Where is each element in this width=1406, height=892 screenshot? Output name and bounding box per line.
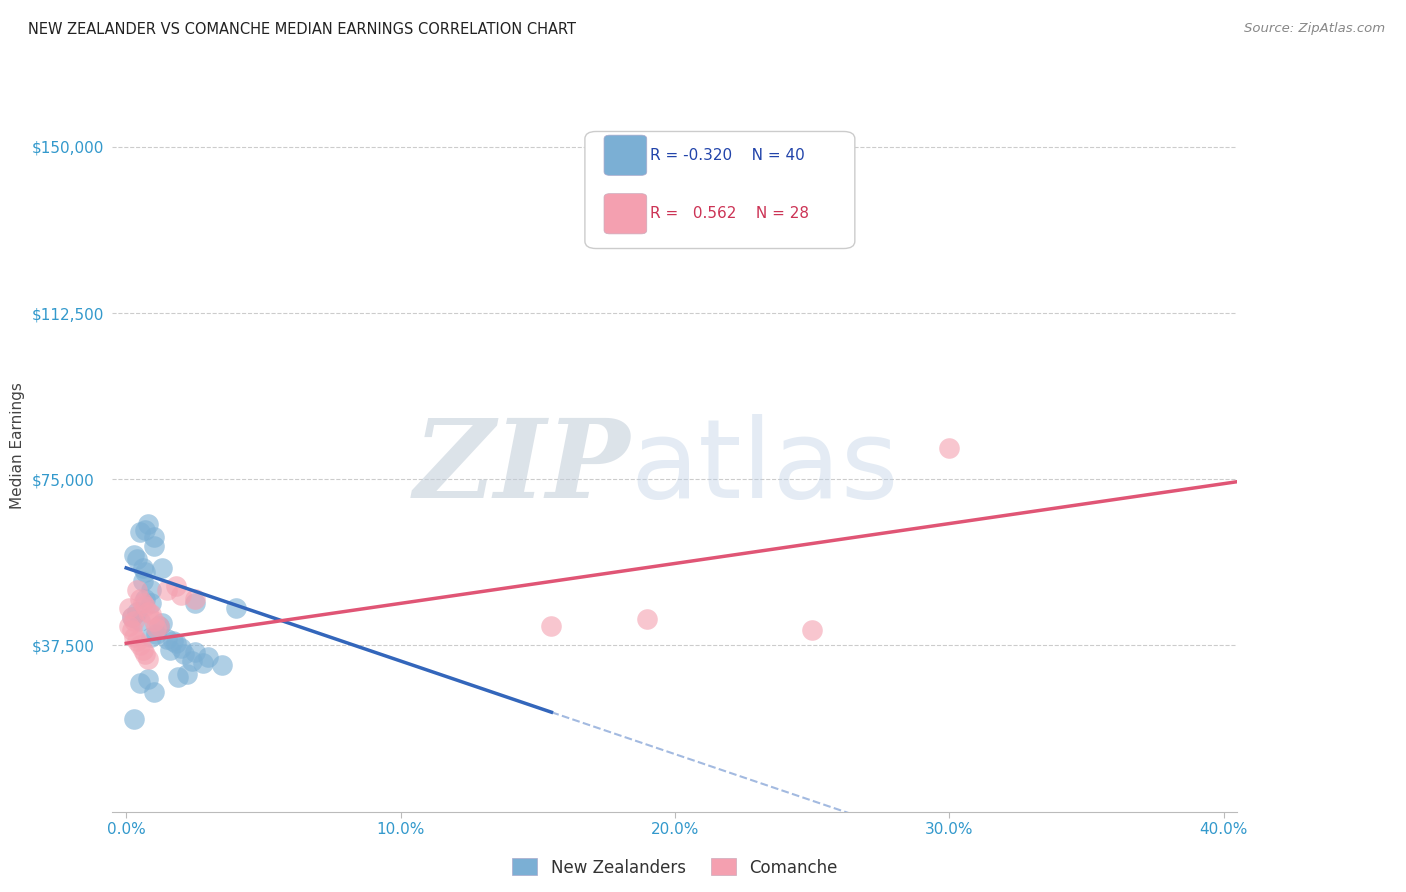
Point [801, 623, 824, 637]
Point [124, 712, 146, 726]
Point [156, 583, 179, 598]
Legend: New Zealanders, Comanche: New Zealanders, Comanche [512, 858, 838, 877]
Point [129, 591, 152, 606]
Point [127, 552, 149, 566]
Point [136, 672, 159, 686]
Point [129, 614, 152, 628]
Point [136, 652, 159, 666]
Point [156, 632, 179, 646]
Point [173, 648, 195, 662]
Point [127, 634, 149, 648]
Point [134, 523, 156, 537]
Point [176, 667, 198, 681]
Text: ZIP: ZIP [413, 414, 630, 522]
Point [127, 605, 149, 619]
Point [134, 566, 156, 580]
Point [142, 539, 165, 553]
Text: R = -0.320    N = 40: R = -0.320 N = 40 [650, 148, 804, 162]
Y-axis label: Median Earnings: Median Earnings [10, 383, 25, 509]
Point [139, 596, 162, 610]
Point [211, 658, 233, 673]
Text: R =   0.562    N = 28: R = 0.562 N = 28 [650, 206, 808, 221]
Point [142, 614, 165, 628]
Point [139, 607, 162, 622]
Point [121, 609, 143, 624]
Point [165, 579, 187, 593]
Point [170, 587, 193, 601]
Point [167, 669, 190, 683]
Point [165, 636, 187, 650]
Point [136, 605, 159, 619]
Point [150, 561, 173, 575]
Point [142, 685, 165, 699]
Point [131, 561, 153, 575]
Point [181, 654, 204, 668]
Point [636, 612, 658, 626]
Point [131, 574, 153, 589]
Point [225, 600, 247, 615]
Point [191, 657, 214, 671]
Point [131, 643, 153, 657]
Text: atlas: atlas [630, 415, 898, 522]
Point [129, 676, 152, 690]
Point [145, 621, 167, 635]
Point [124, 630, 146, 644]
Point [121, 623, 143, 637]
Point [129, 525, 152, 540]
Point [139, 630, 162, 644]
Point [134, 599, 156, 613]
Point [134, 648, 156, 662]
Point [134, 591, 156, 606]
Point [159, 643, 181, 657]
Point [150, 616, 173, 631]
Text: Source: ZipAtlas.com: Source: ZipAtlas.com [1244, 22, 1385, 36]
FancyBboxPatch shape [605, 135, 647, 176]
Point [162, 634, 184, 648]
Point [145, 627, 167, 641]
Point [184, 591, 207, 606]
Text: NEW ZEALANDER VS COMANCHE MEDIAN EARNINGS CORRELATION CHART: NEW ZEALANDER VS COMANCHE MEDIAN EARNING… [28, 22, 576, 37]
Point [136, 516, 159, 531]
Point [540, 618, 562, 632]
Point [121, 609, 143, 624]
Point [118, 600, 141, 615]
Point [124, 614, 146, 628]
Point [127, 583, 149, 598]
Point [118, 618, 141, 632]
Point [184, 596, 207, 610]
FancyBboxPatch shape [605, 194, 647, 234]
Point [148, 618, 170, 632]
Point [129, 639, 152, 653]
Point [124, 548, 146, 562]
FancyBboxPatch shape [585, 131, 855, 249]
Point [184, 645, 207, 659]
Point [170, 640, 193, 655]
Point [938, 441, 960, 455]
Point [131, 596, 153, 610]
Point [142, 530, 165, 544]
Point [139, 583, 162, 598]
Point [148, 618, 170, 632]
Point [197, 649, 219, 664]
